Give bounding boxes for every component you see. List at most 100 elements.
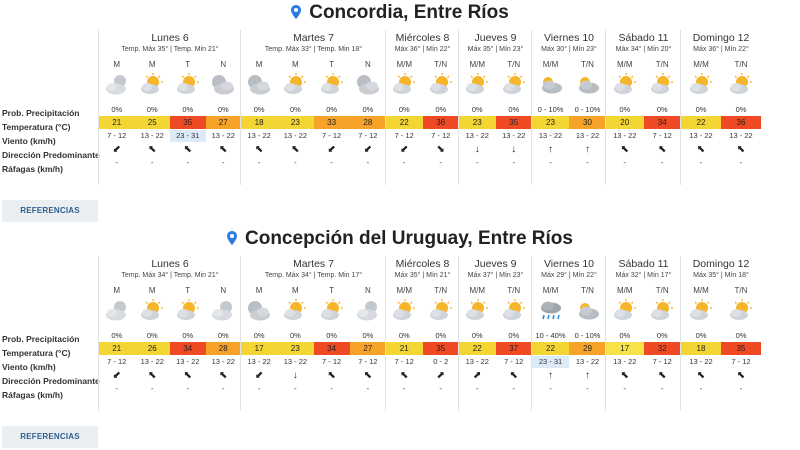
wind-direction-icon: ⬉: [148, 370, 157, 381]
partly-sunny-icon: [688, 72, 714, 98]
wind-direction-icon: ⬊: [436, 144, 445, 155]
time-slot: N 0% 27 7 - 12 ⬉ -: [349, 286, 386, 411]
temp-value: 23: [532, 116, 569, 129]
cloudy-night-icon: [210, 72, 236, 98]
slot-label: T/N: [734, 286, 748, 295]
time-slots: M/M 0% 17 13 - 22 ⬉ - T/N 0% 32 7 - 12 ⬉ -: [606, 286, 681, 411]
wind-direction-icon: ↓: [474, 144, 480, 155]
time-slots: M/M 0% 22 13 - 22 ⬈ - T/N 0% 37 7 - 12 ⬉ -: [459, 286, 532, 411]
rain-icon: [538, 298, 564, 324]
slot-label: M/M: [469, 286, 486, 295]
partly-cloudy-night-icon: [210, 298, 236, 324]
precip-value: 0 - 10%: [537, 105, 564, 114]
time-slot: T 0% 34 7 - 12 ⬉ -: [313, 286, 350, 411]
wind-value: 7 - 12: [394, 357, 414, 366]
time-slot: M/M 0% 21 7 - 12 ⬉ -: [386, 286, 423, 411]
precip-value: 0%: [289, 331, 301, 340]
wind-value: 13 - 22: [211, 131, 235, 140]
gust-value: -: [115, 158, 119, 167]
time-slot: M/M 0 - 10% 23 13 - 22 ↑ -: [532, 60, 569, 185]
gust-value: -: [402, 384, 406, 393]
slot-label: T: [185, 286, 191, 295]
precip-value: 0%: [398, 331, 410, 340]
day-name: Domingo 12: [692, 258, 750, 270]
wind-direction-icon: ⬋: [112, 370, 121, 381]
references-button[interactable]: REFERENCIAS: [2, 200, 98, 222]
slot-label: M: [255, 286, 263, 295]
day-name: Miércoles 8: [395, 258, 450, 270]
slot-label: T: [329, 60, 335, 69]
wind-value: 7 - 12: [731, 357, 751, 366]
temp-value: 25: [134, 116, 170, 129]
day-temps: Máx 37° | Mín 23°: [467, 272, 524, 279]
day-temps: Temp. Máx 34° | Temp. Min 21°: [121, 272, 219, 279]
wind-value: 7 - 12: [358, 357, 378, 366]
gust-value: -: [549, 158, 552, 167]
day-name: Martes 7: [293, 32, 334, 44]
gust-value: -: [699, 158, 703, 167]
slot-label: T/N: [581, 60, 594, 69]
gust-value: -: [660, 384, 664, 393]
references-button[interactable]: REFERENCIAS: [2, 426, 98, 448]
partly-sunny-icon: [649, 72, 675, 98]
day-column: Martes 7 Temp. Máx 33° | Temp. Min 18° M 0%…: [240, 30, 386, 185]
wind-direction-icon: ⬉: [696, 370, 706, 381]
wind-direction-icon: ⬋: [112, 144, 121, 155]
slot-label: T/N: [434, 60, 448, 69]
precip-value: 0%: [656, 105, 668, 114]
time-slot: M/M 0% 22 13 - 22 ⬉ -: [681, 60, 721, 185]
day-name: Martes 7: [293, 258, 334, 270]
wind-value: 13 - 22: [613, 131, 637, 140]
time-slot: N 0% 28 13 - 22 ⬉ -: [205, 286, 241, 411]
wind-value: 13 - 22: [538, 131, 563, 140]
wind-value: 13 - 22: [502, 131, 526, 140]
wind-direction-icon: ⬉: [658, 370, 667, 381]
day-name: Viernes 10: [543, 32, 594, 44]
time-slots: M/M 0% 22 13 - 22 ⬉ - T/N 0% 36 13 - 22 ⬉ -: [681, 60, 761, 185]
gust-value: -: [739, 158, 743, 167]
wind-value: 13 - 22: [465, 131, 489, 140]
precip-value: 0%: [619, 105, 631, 114]
gust-value: -: [366, 384, 370, 393]
location-pin-icon: [227, 229, 237, 245]
slot-label: N: [364, 60, 371, 69]
wind-value: 13 - 22: [689, 131, 713, 140]
partly-sunny-icon: [612, 298, 638, 324]
temp-value: 35: [495, 116, 532, 129]
row-label-gusts: Ráfagas (km/h): [2, 164, 63, 174]
time-slots: M/M 0% 23 13 - 22 ↓ - T/N 0% 35 13 - 22 ↓ -: [459, 60, 532, 185]
time-slot: T 0% 33 7 - 12 ⬋ -: [313, 60, 350, 185]
wind-value: 7 - 12: [652, 357, 672, 366]
day-column: Lunes 6 Temp. Máx 34° | Temp. Min 21° M 0% 2…: [98, 256, 241, 411]
cloudy-icon: [575, 72, 601, 98]
temp-value: 36: [422, 116, 459, 129]
time-slot: T/N 0% 35 13 - 22 ↓ -: [495, 60, 532, 185]
day-column: Viernes 10 Máx 30° | Mín 23° M/M 0 - 10% 23 1…: [531, 30, 606, 185]
day-temps: Máx 35° | Mín 23°: [467, 46, 524, 53]
row-labels: Prob. Precipitación Temperatura (°C) Vient…: [2, 332, 100, 402]
precip-value: 0%: [111, 105, 123, 114]
day-temps: Máx 35° | Mín 18°: [693, 272, 749, 279]
wind-direction-icon: ⬉: [736, 370, 746, 381]
slot-label: M: [148, 60, 156, 69]
temp-value: 35: [721, 342, 761, 355]
temp-value: 21: [99, 116, 135, 129]
temp-value: 34: [643, 116, 681, 129]
partly-sunny-icon: [391, 298, 417, 324]
time-slots: M/M 0% 22 7 - 12 ⬋ - T/N 0% 36 7 - 12 ⬊ -: [386, 60, 459, 185]
day-column: Jueves 9 Máx 37° | Mín 23° M/M 0% 22 13 - 22 ⬈…: [458, 256, 532, 411]
gust-value: -: [221, 384, 225, 393]
temp-value: 34: [170, 342, 206, 355]
precip-value: 0%: [362, 331, 374, 340]
gust-value: -: [115, 384, 119, 393]
temp-value: 23: [277, 116, 314, 129]
precip-value: 0%: [362, 105, 374, 114]
temp-value: 23: [277, 342, 314, 355]
partly-sunny-icon: [139, 298, 165, 324]
precip-value: 0%: [471, 331, 483, 340]
time-slot: T/N 0% 32 7 - 12 ⬉ -: [643, 286, 681, 411]
wind-value: 7 - 12: [107, 131, 127, 140]
partly-sunny-icon: [464, 72, 490, 98]
gust-value: -: [330, 384, 333, 393]
wind-direction-icon: ⬉: [183, 144, 192, 155]
